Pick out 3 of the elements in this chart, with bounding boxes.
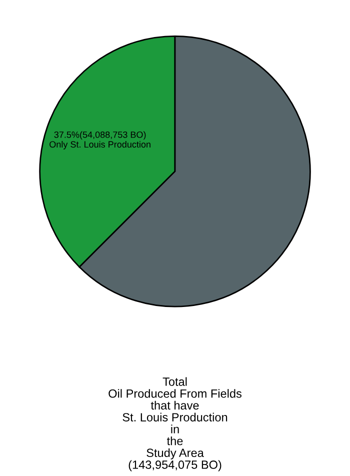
slice-label: Only St. Louis Production (50, 140, 150, 150)
text: Total Oil Produced From Fields that have St. Louis Production in the Study Area (143,954,075 BO) (108, 377, 242, 472)
data-label: 37.5%(54,088,753 BO) (54, 131, 146, 140)
